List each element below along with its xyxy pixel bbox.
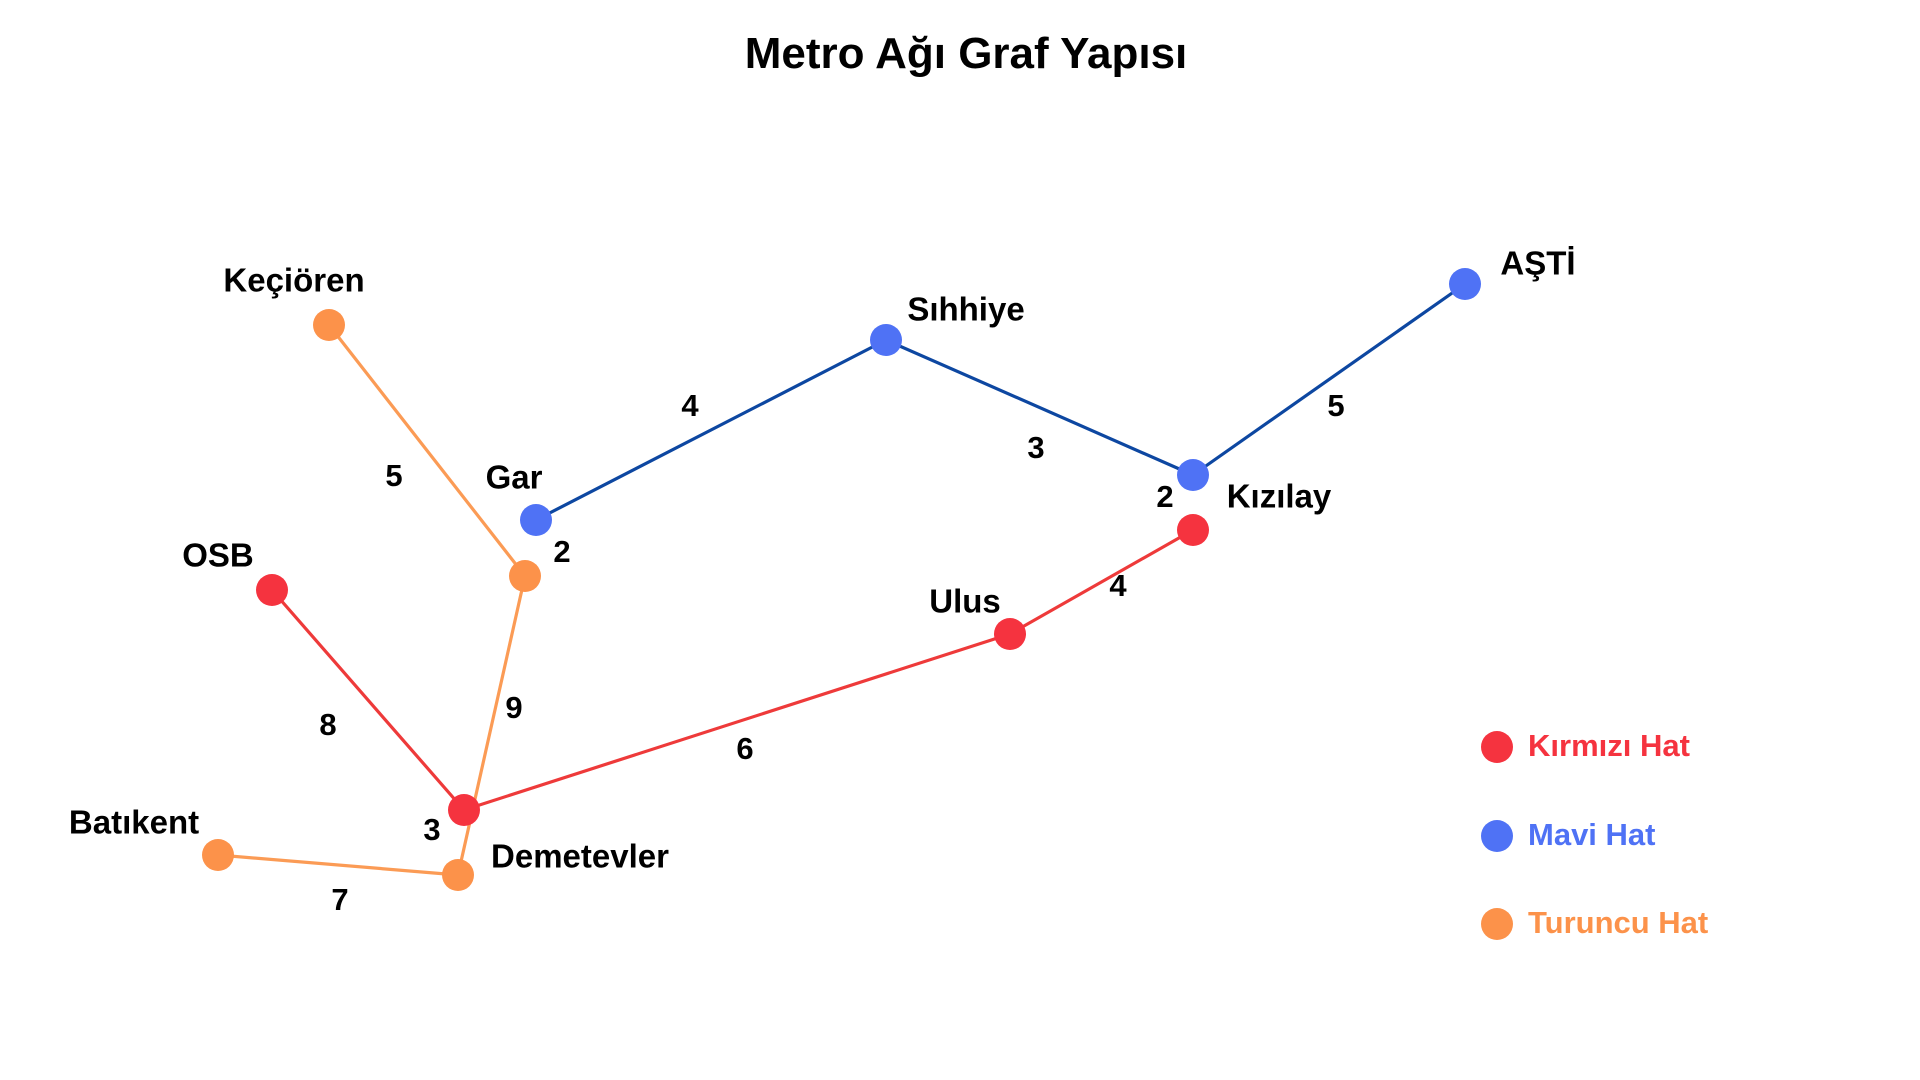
edge-weights-layer: 4 3 5 5 9 7 8 6 4 (319, 388, 1344, 917)
edge-gar-o-demetevler-o (456, 574, 527, 877)
edge-weight-label: 7 (331, 882, 348, 917)
station-label-gar-b: Gar (486, 459, 543, 496)
edge-weight-label: 4 (681, 388, 699, 423)
legend-item-orange: Turuncu Hat (1481, 905, 1708, 940)
station-node-batikent-o (202, 839, 234, 871)
legend-label-orange: Turuncu Hat (1528, 905, 1708, 940)
station-node-demetevler-r (448, 794, 480, 826)
station-label-kecioren-o: Keçiören (223, 262, 364, 299)
edge-weight-label: 5 (1327, 388, 1344, 423)
station-node-sihhiye-b (870, 324, 902, 356)
station-label-demetevler-o: Demetevler (491, 838, 669, 875)
station-label-sihhiye-b: Sıhhiye (907, 291, 1024, 328)
edges-layer (216, 282, 1467, 877)
transfer-weight-label: 2 (1156, 479, 1173, 514)
edge-osb-r-demetevler-r (270, 588, 466, 812)
edge-weight-label: 6 (736, 731, 753, 766)
edge-batikent-o-demetevler-o (216, 853, 460, 877)
station-label-osb-r: OSB (182, 537, 254, 574)
station-node-demetevler-o (442, 859, 474, 891)
edge-weight-label: 8 (319, 707, 336, 742)
edge-weight-label: 4 (1109, 568, 1127, 603)
station-node-asti-b (1449, 268, 1481, 300)
legend: Kırmızı Hat Mavi Hat Turuncu Hat (1481, 728, 1708, 940)
edge-ulus-r-kizilay-r (1008, 528, 1195, 636)
station-label-ulus-r: Ulus (929, 583, 1001, 620)
diagram-title: Metro Ağı Graf Yapısı (745, 29, 1188, 78)
legend-item-blue: Mavi Hat (1481, 817, 1655, 852)
station-labels-layer: Keçiören Gar Sıhhiye AŞTİ Kızılay OSB Ulus Batı… (69, 245, 1576, 875)
transfer-weight-label: 3 (423, 812, 440, 847)
station-node-ulus-r (994, 618, 1026, 650)
station-node-gar-b (520, 504, 552, 536)
legend-label-red: Kırmızı Hat (1528, 728, 1690, 763)
edge-kizilay-b-asti-b (1191, 282, 1467, 477)
transfer-weights-layer: 2 2 3 (423, 479, 1173, 847)
edge-weight-label: 5 (385, 458, 402, 493)
legend-marker-orange (1481, 908, 1513, 940)
legend-marker-red (1481, 731, 1513, 763)
station-node-gar-o (509, 560, 541, 592)
station-label-asti-b: AŞTİ (1500, 245, 1575, 282)
station-node-osb-r (256, 574, 288, 606)
transfer-weight-label: 2 (553, 534, 570, 569)
edge-sihhiye-b-kizilay-b (884, 338, 1195, 477)
legend-item-red: Kırmızı Hat (1481, 728, 1690, 763)
edge-gar-b-sihhiye-b (534, 338, 888, 522)
station-label-batikent-o: Batıkent (69, 804, 199, 841)
legend-marker-blue (1481, 820, 1513, 852)
edge-demetevler-r-ulus-r (462, 632, 1012, 812)
edge-kecioren-o-gar-o (327, 323, 527, 578)
nodes-layer (202, 268, 1481, 891)
station-label-kizilay-b: Kızılay (1227, 478, 1332, 515)
edge-weight-label: 9 (505, 690, 522, 725)
legend-label-blue: Mavi Hat (1528, 817, 1655, 852)
station-node-kizilay-r (1177, 514, 1209, 546)
station-node-kecioren-o (313, 309, 345, 341)
edge-weight-label: 3 (1027, 430, 1044, 465)
station-node-kizilay-b (1177, 459, 1209, 491)
